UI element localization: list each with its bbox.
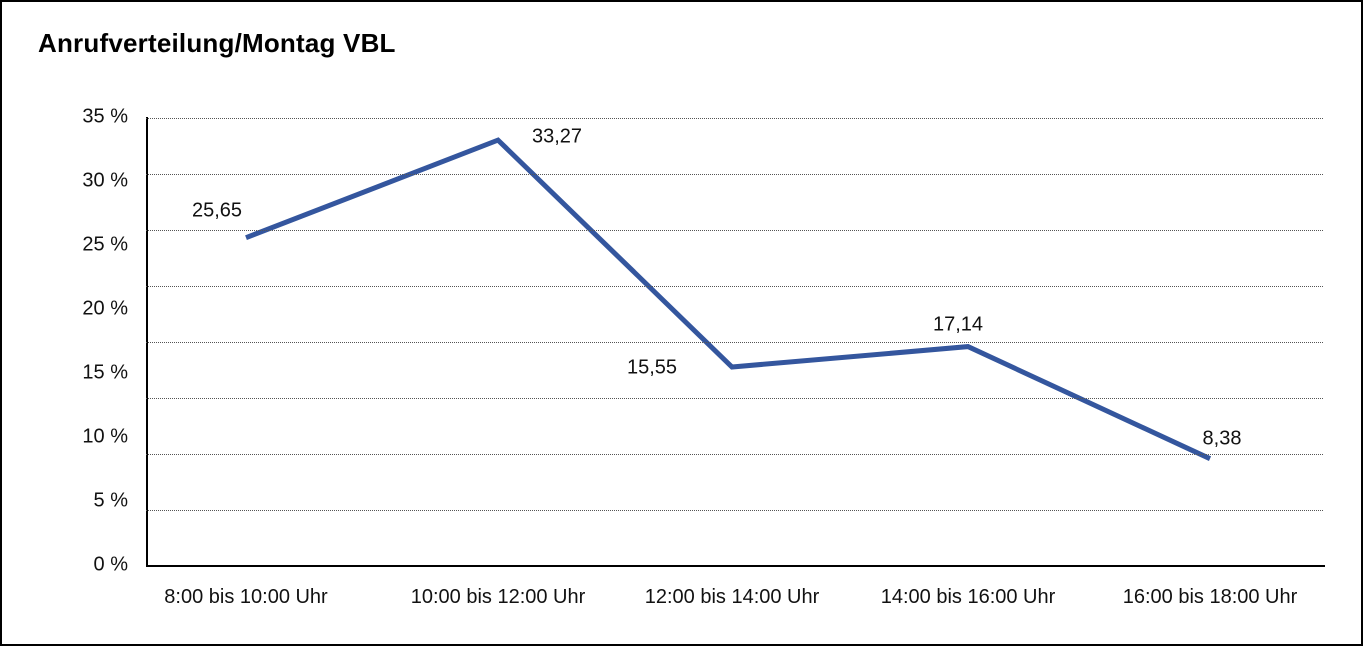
- x-axis-tick-label: 8:00 bis 10:00 Uhr: [164, 586, 328, 608]
- gridline: [146, 230, 1323, 231]
- y-axis-tick-label: 25 %: [82, 233, 128, 256]
- gridline: [146, 510, 1323, 511]
- y-axis-tick-label: 0 %: [93, 553, 128, 576]
- data-point-label: 15,55: [626, 356, 678, 379]
- y-axis-tick-label: 10 %: [82, 425, 128, 448]
- gridline: [146, 454, 1323, 455]
- x-axis-tick-label: 12:00 bis 14:00 Uhr: [644, 586, 820, 608]
- gridline: [146, 398, 1323, 399]
- gridline: [146, 118, 1323, 119]
- gridline: [146, 286, 1323, 287]
- y-axis-tick-label: 15 %: [82, 361, 128, 384]
- x-axis-tick-label: 10:00 bis 12:00 Uhr: [410, 586, 586, 608]
- data-point-label: 17,14: [932, 313, 984, 336]
- data-point-label: 25,65: [191, 199, 243, 222]
- x-axis-line: [146, 565, 1325, 567]
- series-line: [245, 137, 1212, 461]
- x-axis-tick-label: 16:00 bis 18:00 Uhr: [1122, 586, 1298, 608]
- chart-title: Anrufverteilung/Montag VBL: [38, 28, 396, 58]
- y-axis-tick-label: 20 %: [82, 297, 128, 320]
- gridline: [146, 342, 1323, 343]
- data-point-label: 8,38: [1202, 427, 1242, 450]
- y-axis-tick-label: 35 %: [82, 105, 128, 128]
- data-point-label: 33,27: [531, 125, 583, 148]
- gridline: [146, 174, 1323, 175]
- y-axis-tick-label: 30 %: [82, 169, 128, 192]
- y-axis-tick-label: 5 %: [93, 489, 128, 512]
- x-axis-tick-label: 14:00 bis 16:00 Uhr: [880, 586, 1056, 608]
